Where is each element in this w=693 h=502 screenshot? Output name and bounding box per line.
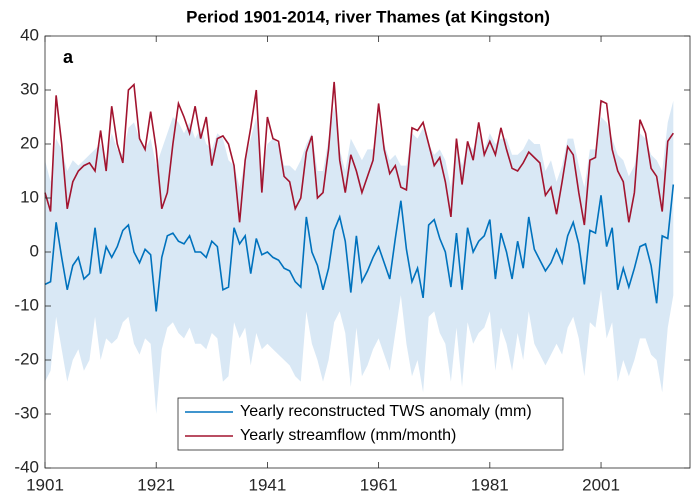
legend-label: Yearly reconstructed TWS anomaly (mm) <box>240 403 532 420</box>
panel-label: a <box>63 47 74 67</box>
legend-box <box>177 397 564 451</box>
x-tick-label: 1961 <box>360 475 398 494</box>
y-tick-label: -40 <box>14 457 39 476</box>
y-tick-label: 20 <box>20 133 39 152</box>
x-tick-label: 1981 <box>471 475 509 494</box>
y-tick-label: 10 <box>20 187 39 206</box>
legend-label: Yearly streamflow (mm/month) <box>240 427 456 444</box>
chart-title: Period 1901-2014, river Thames (at Kings… <box>186 7 550 26</box>
x-tick-label: 2001 <box>582 475 620 494</box>
y-tick-label: -30 <box>14 403 39 422</box>
series-line <box>44 81 674 226</box>
y-tick-label: 40 <box>20 25 39 44</box>
y-tick-label: -20 <box>14 349 39 368</box>
y-tick-label: 0 <box>30 241 39 260</box>
series-line <box>44 184 675 312</box>
y-tick-label: -10 <box>14 295 39 314</box>
x-tick-label: 1921 <box>137 475 175 494</box>
x-tick-label: 1901 <box>26 475 64 494</box>
x-tick-label: 1941 <box>248 475 286 494</box>
y-tick-label: 30 <box>20 79 39 98</box>
